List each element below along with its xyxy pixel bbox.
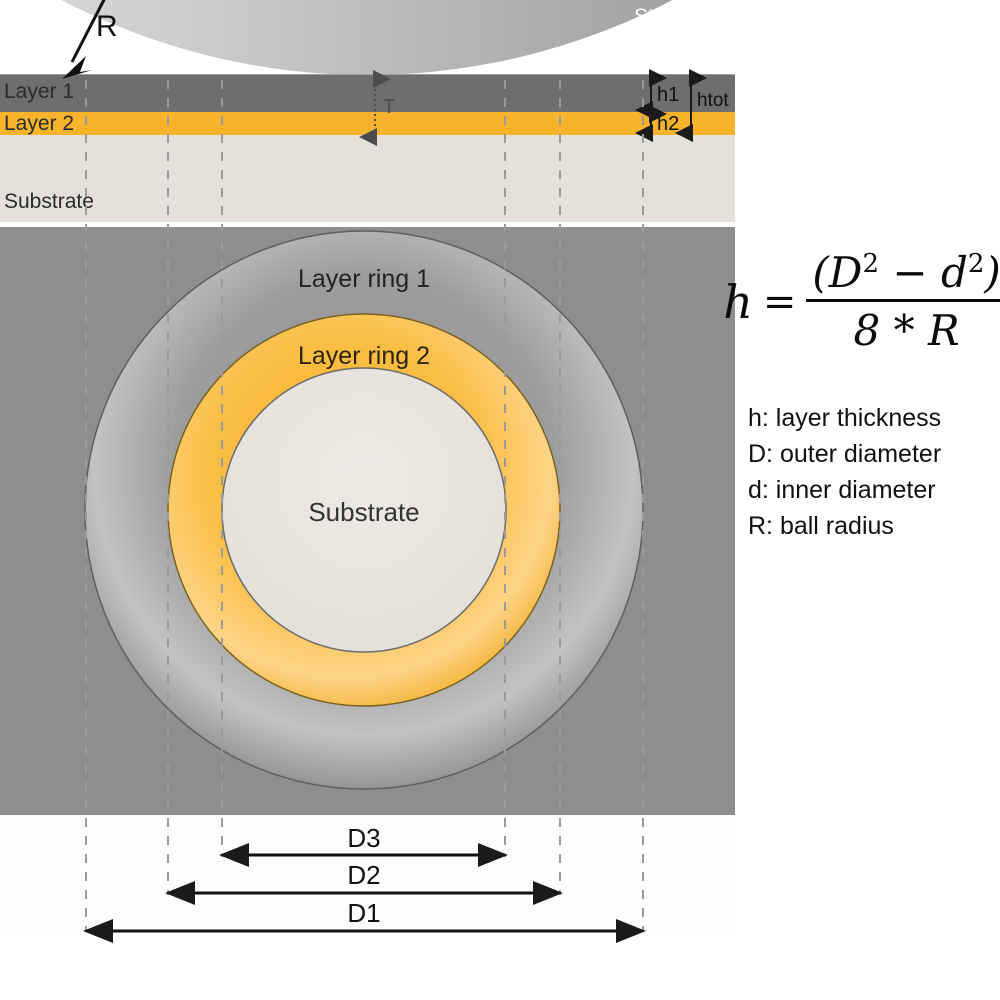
d3-label: D3 [347,823,380,853]
layer2-label: Layer 2 [4,112,74,135]
symbol-legend: h: layer thickness D: outer diameter d: … [748,400,1000,544]
d2-label: D2 [347,860,380,890]
formula-equals: = [762,278,797,325]
radius-arrow-head [62,56,92,79]
top-view-panel: Layer ring 1 Layer ring 2 Substrate [0,227,735,815]
cross-section-panel: R Steel ball T h1 h2 htot Layer 1 Layer … [0,0,735,222]
formula-lhs: h [723,274,753,329]
layer1-band [0,74,735,112]
d1-label: D1 [347,898,380,928]
legend-item-d: d: inner diameter [748,476,936,504]
formula-paren-close: ) [984,248,1000,297]
legend-item-R: R: ball radius [748,512,894,540]
legend-item-D: D: outer diameter [748,440,942,468]
formula-D-exponent: 2 [862,249,880,279]
formula-denominator: 8 * R [853,306,960,355]
dimension-panel-bg [0,815,735,937]
layer1-label: Layer 1 [4,80,74,103]
steel-ball-label: Steel ball [634,5,720,28]
formula-d-exponent: 2 [967,249,985,279]
projection-lines [85,80,644,932]
d1-dimension: D1 [83,898,646,943]
formula-D: D [828,248,863,297]
layer-ring-2-label: Layer ring 2 [298,342,430,370]
htot-label: htot [697,90,729,111]
formula-minus: − [892,248,928,297]
steel-ball-upper [61,0,673,74]
thickness-formula: h = (D2 − d2) 8 * R [723,248,1000,355]
cross-substrate-label: Substrate [4,190,94,213]
radius-leader-line [70,0,106,63]
d3-dimension: D3 [219,823,508,867]
depth-label: T [383,96,395,118]
formula-d: d [940,248,968,297]
formula-fraction: (D2 − d2) 8 * R [806,248,1000,355]
formula-numerator: (D2 − d2) [806,248,1000,302]
layer-ring-1-label: Layer ring 1 [298,265,430,293]
h1-label: h1 [657,84,679,106]
radius-label: R [96,10,118,43]
substrate-band [0,135,735,222]
top-substrate-circle [221,367,507,653]
layer2-band [0,112,735,135]
h2-label: h2 [657,113,679,135]
d2-dimension: D2 [165,860,563,905]
legend-item-h: h: layer thickness [748,404,942,432]
top-substrate-label: Substrate [308,497,419,527]
formula-paren-open: ( [812,248,829,297]
